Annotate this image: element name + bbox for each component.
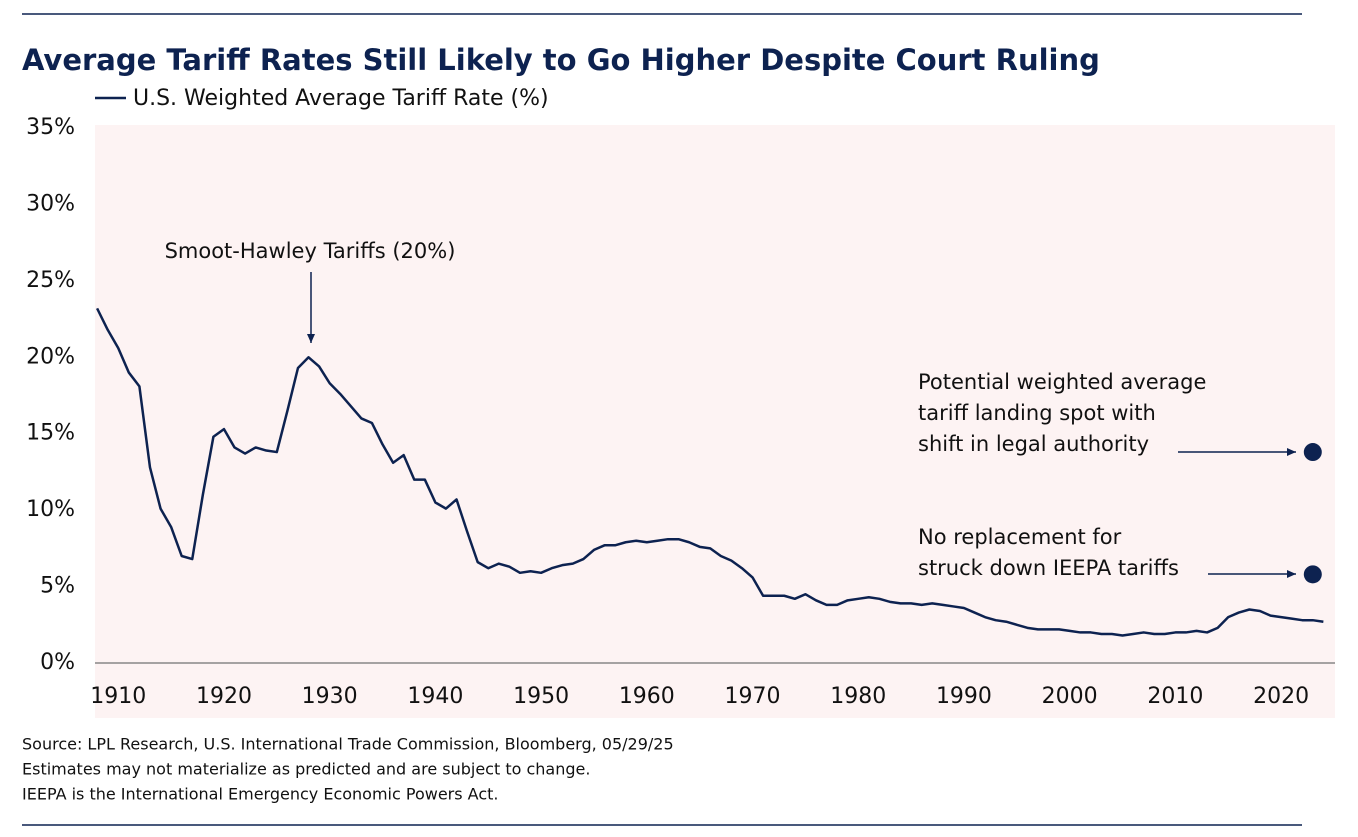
annotation-point xyxy=(1303,565,1322,584)
plot-background xyxy=(95,125,1335,718)
x-tick-label: 1910 xyxy=(90,684,146,709)
annotation-text: No replacement for xyxy=(918,525,1122,549)
y-tick-label: 20% xyxy=(26,344,75,369)
x-tick-label: 1940 xyxy=(407,684,463,709)
x-tick-label: 1920 xyxy=(196,684,252,709)
x-tick-label: 2000 xyxy=(1042,684,1098,709)
legend: U.S. Weighted Average Tariff Rate (%) xyxy=(95,86,549,111)
annotation-text: tariff landing spot with xyxy=(918,401,1156,425)
y-tick-label: 30% xyxy=(26,191,75,216)
x-tick-label: 2020 xyxy=(1253,684,1309,709)
annotation-text: shift in legal authority xyxy=(918,432,1149,456)
annotation-text: Potential weighted average xyxy=(918,370,1206,394)
x-tick-label: 1950 xyxy=(513,684,569,709)
x-tick-label: 1930 xyxy=(302,684,358,709)
x-tick-label: 1980 xyxy=(830,684,886,709)
y-tick-label: 35% xyxy=(26,115,75,140)
y-tick-label: 0% xyxy=(40,650,75,675)
footnote: Source: LPL Research, U.S. International… xyxy=(22,735,674,754)
annotation-point xyxy=(1303,443,1322,462)
annotation-text: struck down IEEPA tariffs xyxy=(918,556,1179,580)
x-tick-label: 1960 xyxy=(619,684,675,709)
y-tick-label: 10% xyxy=(26,497,75,522)
y-tick-label: 15% xyxy=(26,421,75,446)
y-tick-label: 25% xyxy=(26,268,75,293)
x-tick-label: 2010 xyxy=(1147,684,1203,709)
legend-label: U.S. Weighted Average Tariff Rate (%) xyxy=(133,86,549,111)
annotation-text: Smoot-Hawley Tariffs (20%) xyxy=(165,239,456,263)
x-tick-label: 1990 xyxy=(936,684,992,709)
footnote: IEEPA is the International Emergency Eco… xyxy=(22,785,499,804)
chart-title: Average Tariff Rates Still Likely to Go … xyxy=(22,43,1100,77)
footnote: Estimates may not materialize as predict… xyxy=(22,760,590,779)
x-tick-label: 1970 xyxy=(725,684,781,709)
data-line xyxy=(95,307,1324,637)
y-tick-label: 5% xyxy=(40,574,75,599)
